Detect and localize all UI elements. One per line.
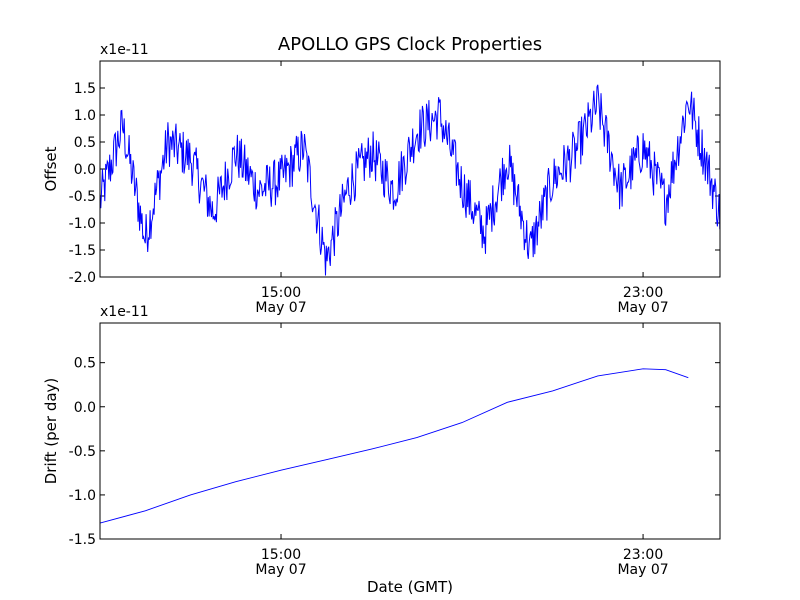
offset-series [99,84,721,276]
drift-x-tick-time: 15:00 [261,547,301,563]
drift-x-tick-date: May 07 [617,562,668,578]
offset-y-tick-label: 1.5 [74,81,96,97]
offset-x-tick-date: May 07 [255,300,306,316]
x-axis-label: Date (GMT) [367,578,453,596]
offset-y-multiplier: x1e-11 [100,42,149,58]
offset-x-tick-time: 15:00 [261,285,301,301]
drift-y-tick-label: 0.5 [74,356,96,372]
drift-y-tick-label: -1.0 [69,488,96,504]
drift-y-multiplier: x1e-11 [100,304,149,320]
offset-x-tick-time: 23:00 [623,285,663,301]
drift-plot-frame [99,322,721,540]
offset-y-tick-label: 0.5 [74,135,96,151]
chart-title: APOLLO GPS Clock Properties [278,34,542,55]
offset-y-axis-label: Offset [42,146,60,191]
drift-x-tick-date: May 07 [255,562,306,578]
offset-y-tick-label: -1.0 [69,216,96,232]
drift-panel: x1e-11 Drift (per day) 0.5 0.0 -0.5 -1.0 -1.… [42,304,721,578]
drift-y-tick-label: -0.5 [69,444,96,460]
offset-panel: x1e-11 Offset 1.5 1.0 0.5 0.0 -0.5 -1.0 -1.5 -2… [42,42,721,316]
offset-y-tick-label: -2.0 [69,270,96,286]
offset-series-line [99,84,721,276]
offset-y-tick-label: -1.5 [69,243,96,259]
offset-y-tick-label: 1.0 [74,108,96,124]
offset-plot-frame [99,60,721,278]
drift-series-line [99,368,689,524]
offset-y-tick-label: 0.0 [74,162,96,178]
drift-x-tick-time: 23:00 [623,547,663,563]
drift-y-tick-label: -1.5 [69,532,96,548]
drift-y-axis-label: Drift (per day) [42,378,60,485]
offset-y-tick-label: -0.5 [69,189,96,205]
offset-x-tick-date: May 07 [617,300,668,316]
drift-series [99,368,689,524]
drift-y-tick-label: 0.0 [74,400,96,416]
